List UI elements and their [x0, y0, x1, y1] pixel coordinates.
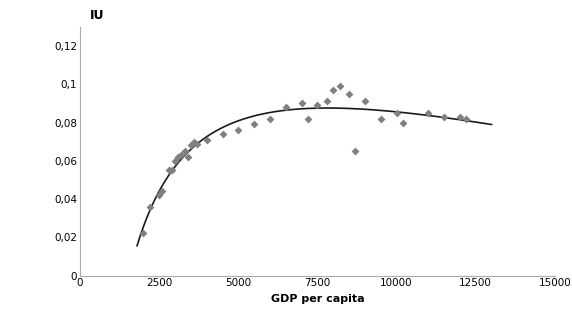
Point	[145, 204, 154, 209]
Point	[174, 154, 183, 160]
Point	[139, 231, 148, 236]
Point	[335, 83, 344, 89]
X-axis label: GDP per capita: GDP per capita	[271, 294, 364, 304]
Point	[218, 131, 227, 137]
Text: IU: IU	[90, 9, 104, 22]
Point	[164, 168, 173, 173]
Point	[189, 139, 198, 144]
Point	[265, 116, 275, 121]
Point	[167, 168, 176, 173]
Point	[376, 116, 386, 121]
Point	[303, 116, 312, 121]
Point	[313, 102, 322, 108]
Point	[462, 116, 471, 121]
Point	[281, 104, 291, 110]
Point	[202, 137, 211, 142]
Point	[323, 99, 332, 104]
Point	[177, 152, 186, 158]
Point	[297, 101, 306, 106]
Point	[183, 154, 192, 160]
Point	[193, 141, 202, 146]
Point	[158, 189, 167, 194]
Point	[439, 114, 448, 120]
Point	[186, 143, 196, 148]
Point	[424, 110, 433, 116]
Point	[398, 120, 407, 125]
Point	[170, 158, 180, 163]
Point	[392, 110, 401, 116]
Point	[455, 114, 464, 120]
Point	[351, 149, 360, 154]
Point	[360, 99, 370, 104]
Point	[234, 127, 243, 133]
Point	[154, 193, 164, 198]
Point	[344, 91, 353, 96]
Point	[249, 122, 259, 127]
Point	[329, 87, 338, 93]
Point	[180, 149, 189, 154]
